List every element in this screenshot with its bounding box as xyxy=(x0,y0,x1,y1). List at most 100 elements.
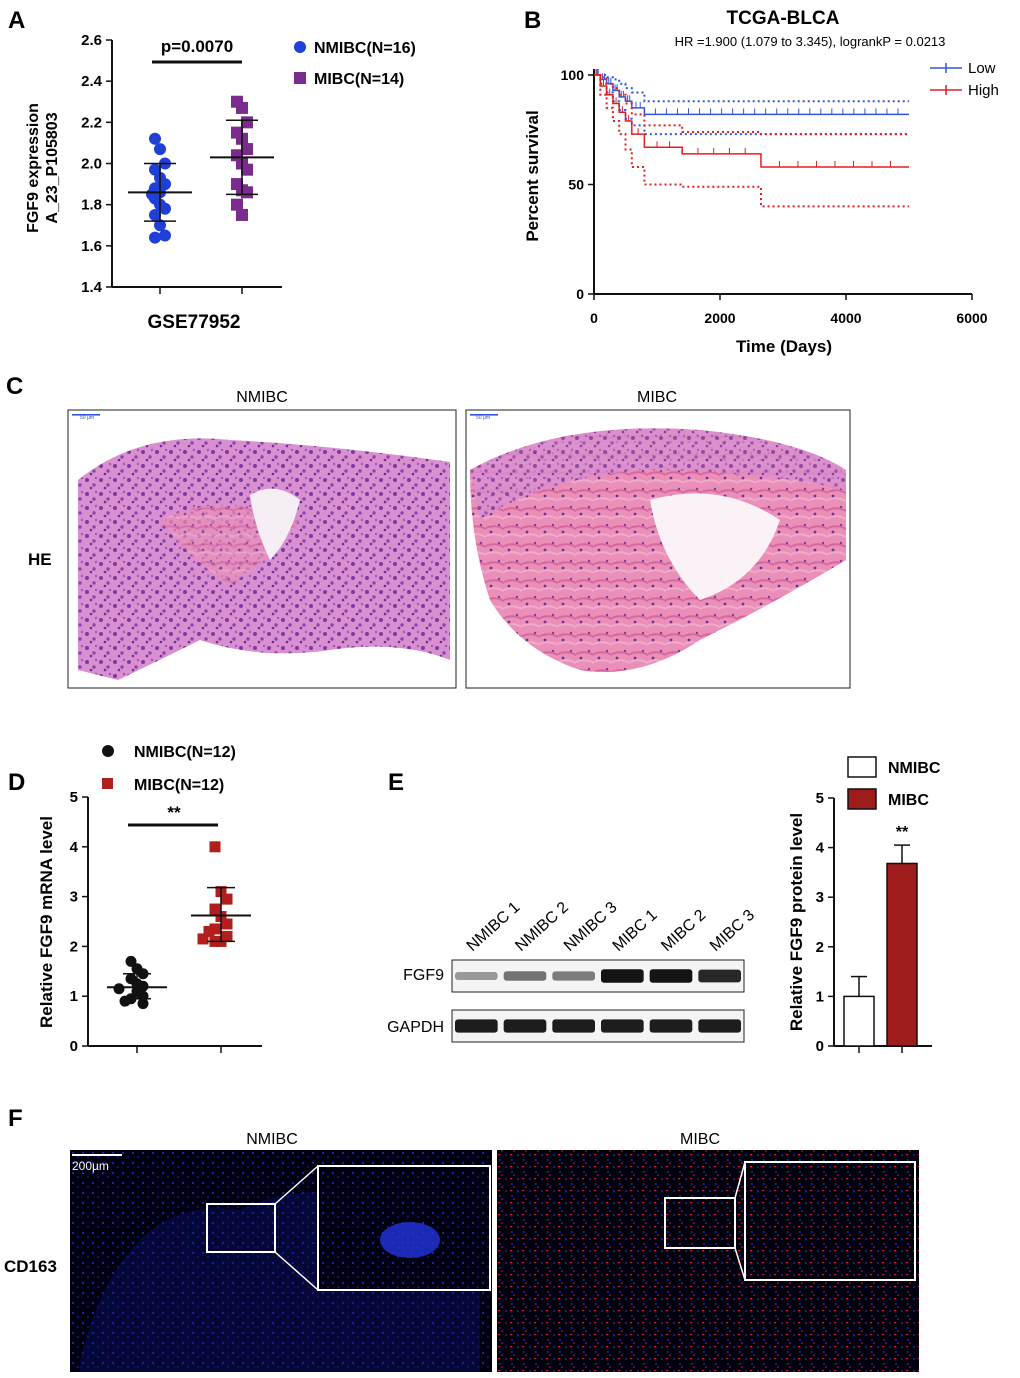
panel-b-survival-line xyxy=(594,74,909,116)
panel-d-y-tick-label: 4 xyxy=(70,839,79,856)
panel-b-ci-upper xyxy=(594,74,909,103)
panel-b-y-tick-label: 50 xyxy=(568,177,584,193)
panel-d-y-tick-label: 5 xyxy=(70,789,78,806)
panel-a-y-tick-label: 1.4 xyxy=(81,279,103,296)
panel-d-y-tick-label: 0 xyxy=(70,1038,78,1055)
panel-a-y-tick-label: 1.8 xyxy=(81,197,102,214)
panel-d-axes: 0 1 2 3 4 5 xyxy=(70,789,262,1055)
panel-d-point xyxy=(221,918,233,930)
panel-a-legend-marker-mibc xyxy=(294,72,306,84)
panel-a-point xyxy=(149,231,161,244)
panel-letter-b: B xyxy=(524,7,541,34)
panel-a-point xyxy=(241,186,253,199)
blot-lane-label: MIBC 3 xyxy=(707,907,758,955)
panel-b-title: TCGA-BLCA xyxy=(727,8,840,29)
panel-c-title-nmibc: NMIBC xyxy=(236,389,288,406)
blot-lane-label: NMIBC 2 xyxy=(512,899,572,955)
if-inset-box-nmibc xyxy=(206,1203,276,1253)
panel-d-point xyxy=(197,933,209,945)
panel-a-point xyxy=(241,143,253,156)
panel-letter-e: E xyxy=(388,769,404,796)
panel-a-point xyxy=(241,116,253,129)
panel-a-axes: 1.4 1.6 1.8 2.0 2.2 2.4 2.6 xyxy=(81,32,282,296)
blot-band xyxy=(601,969,644,983)
panel-d-scatter: 0 1 2 3 4 5 ** Relative FGF9 mRNA level NMIBC… xyxy=(37,744,262,1055)
if-image-mibc xyxy=(497,1150,919,1372)
panel-b-survival-line xyxy=(594,74,909,168)
panel-d-y-tick-label: 1 xyxy=(70,988,78,1005)
panel-a-y-tick-label: 2.2 xyxy=(81,114,102,131)
panel-b-x-tick-label: 2000 xyxy=(704,310,735,326)
panel-a-y-label-line2: A_23_P105803 xyxy=(44,112,61,223)
panel-b-x-tick-label: 0 xyxy=(590,310,598,326)
panel-b-legend-label-high: High xyxy=(968,82,999,99)
panel-c-title-mibc: MIBC xyxy=(637,389,677,406)
panel-e-y-label: Relative FGF9 protein level xyxy=(787,813,806,1031)
panel-d-point xyxy=(113,983,125,995)
blot-strip-fgf9 xyxy=(451,959,745,993)
panel-d-legend-marker-mibc xyxy=(102,778,113,789)
blot-band xyxy=(649,969,693,983)
panel-e-axes: 0 1 2 3 4 5 xyxy=(816,790,932,1055)
panel-e-legend-swatch-nmibc xyxy=(847,756,877,778)
panel-d-point xyxy=(203,925,215,937)
panel-a-x-label: GSE77952 xyxy=(148,312,241,333)
panel-a-point xyxy=(236,101,248,114)
panel-a-legend-label-nmibc: NMIBC(N=16) xyxy=(314,40,416,57)
panel-a-y-tick-label: 1.6 xyxy=(81,238,102,255)
panel-a-point xyxy=(231,198,243,211)
panel-d-marks xyxy=(107,841,251,1010)
panel-b-y-label: Percent survival xyxy=(523,110,542,241)
panel-a-point xyxy=(159,229,171,242)
panel-a-marks xyxy=(128,95,274,244)
panel-b-y-tick-label: 0 xyxy=(576,286,584,302)
panel-b-subtitle: HR =1.900 (1.079 to 3.345), logrankP = 0… xyxy=(675,34,946,49)
blot-lane-label: NMIBC 3 xyxy=(561,899,621,955)
panel-b-ci-lower xyxy=(594,74,909,136)
panel-a-point xyxy=(154,219,166,232)
panel-d-point xyxy=(209,923,221,935)
panel-a-point xyxy=(154,143,166,156)
panel-e-legend-label-mibc: MIBC xyxy=(888,792,929,809)
he-scale-nmibc: 50 µm xyxy=(80,415,94,421)
panel-b-x-tick-label: 6000 xyxy=(956,310,987,326)
panel-d-point xyxy=(137,998,149,1010)
panel-f-title-nmibc: NMIBC xyxy=(246,1131,298,1148)
panel-letter-d: D xyxy=(8,769,25,796)
panel-e-bar xyxy=(843,995,875,1047)
panel-b-y-tick-label: 100 xyxy=(561,67,585,83)
panel-d-y-label: Relative FGF9 mRNA level xyxy=(37,816,56,1028)
panel-f-row-label: CD163 xyxy=(4,1257,57,1276)
panel-e-legend-swatch-mibc xyxy=(847,788,877,810)
panel-letter-f: F xyxy=(8,1105,23,1132)
panel-b-ci-lower xyxy=(594,74,909,208)
panel-d-y-tick-label: 2 xyxy=(70,938,78,955)
blot-band xyxy=(601,1019,644,1033)
panel-d-y-tick-label: 3 xyxy=(70,889,78,906)
panel-b-legend-label-low: Low xyxy=(968,60,996,77)
panel-e-marks: ** xyxy=(843,824,918,1047)
panel-e-y-tick-label: 5 xyxy=(816,790,824,807)
he-image-mibc: 50 µm xyxy=(465,409,851,689)
panel-a-legend-marker-nmibc xyxy=(294,41,306,53)
blot-lane-label: MIBC 2 xyxy=(658,907,709,955)
if-inset-box-mibc xyxy=(664,1197,736,1249)
panel-d-point xyxy=(221,930,233,942)
he-scale-mibc: 50 µm xyxy=(476,415,490,421)
panel-a-p-value: p=0.0070 xyxy=(161,37,233,56)
panel-a-y-label-line1: FGF9 expression xyxy=(25,103,42,233)
blot-band xyxy=(503,1019,547,1033)
if-inset-zoom-mibc xyxy=(744,1161,916,1281)
panel-d-point xyxy=(125,955,137,967)
panel-a-point xyxy=(149,208,161,221)
blot-bands xyxy=(455,969,741,1033)
panel-letter-c: C xyxy=(6,373,23,400)
panel-b-x-tick-label: 4000 xyxy=(830,310,861,326)
panel-e-y-tick-label: 3 xyxy=(816,889,824,906)
panel-a-y-tick-label: 2.4 xyxy=(81,73,103,90)
panel-letter-a: A xyxy=(8,7,25,34)
panel-e-bar-chart: NMIBC MIBC 0 1 2 3 4 5 ** Relative FGF9 prote… xyxy=(787,756,941,1055)
